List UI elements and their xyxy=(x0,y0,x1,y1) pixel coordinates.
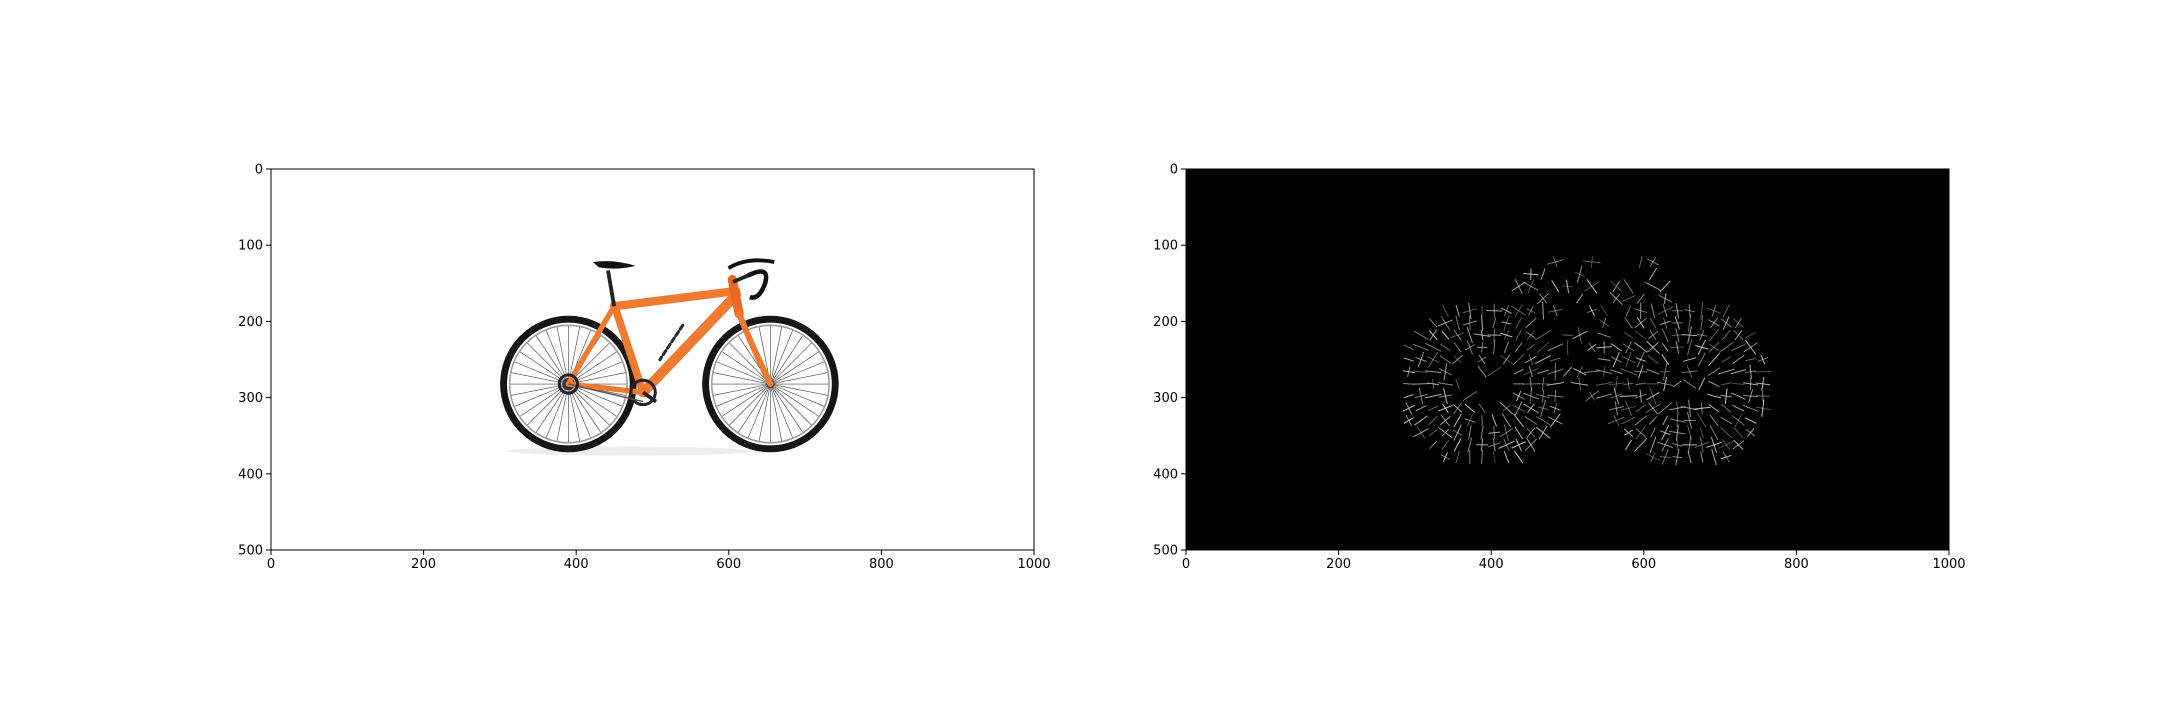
right-y-tick-label: 0 xyxy=(1170,163,1178,178)
left-y-tick-label: 400 xyxy=(238,467,263,482)
left-x-tick-label: 0 xyxy=(267,557,275,572)
right-x-tick-label: 400 xyxy=(1479,557,1504,572)
saddle xyxy=(592,261,636,269)
left-x-tick-label: 1000 xyxy=(1017,557,1050,572)
right-y-tick-label: 500 xyxy=(1153,544,1178,559)
handlebar xyxy=(746,269,769,300)
right-x-tick-label: 800 xyxy=(1784,557,1809,572)
left-y-tick-label: 0 xyxy=(255,163,263,178)
left-y-tick-label: 300 xyxy=(238,391,263,406)
right-axes-frame xyxy=(1185,168,1950,551)
left-x-tick-label: 200 xyxy=(411,557,436,572)
right-y-tick-label: 200 xyxy=(1153,315,1178,330)
original-image-panel: 0 200 400 600 800 1000 0 100 200 300 400 500 xyxy=(238,163,1050,573)
right-y-tick-label: 400 xyxy=(1153,467,1178,482)
chainring xyxy=(629,378,657,407)
right-y-tick-label: 100 xyxy=(1153,239,1178,254)
original-image-background xyxy=(271,169,1034,550)
hog-image-background xyxy=(1186,169,1949,550)
right-x-tick-label: 1000 xyxy=(1932,557,1965,572)
hog-gradient-strokes xyxy=(1402,255,1772,466)
left-y-tick-label: 100 xyxy=(238,239,263,254)
left-x-tick-label: 600 xyxy=(716,557,741,572)
right-y-axis: 0 100 200 300 400 500 xyxy=(1153,163,1186,559)
left-y-tick-label: 500 xyxy=(238,544,263,559)
left-x-axis: 0 200 400 600 800 1000 xyxy=(267,550,1051,572)
front-wheel xyxy=(702,315,839,453)
right-y-tick-label: 300 xyxy=(1153,391,1178,406)
left-x-tick-label: 800 xyxy=(869,557,894,572)
left-y-axis: 0 100 200 300 400 500 xyxy=(238,163,271,559)
left-y-tick-label: 200 xyxy=(238,315,263,330)
bicycle-frame xyxy=(565,274,774,398)
left-x-tick-label: 400 xyxy=(564,557,589,572)
right-x-tick-label: 0 xyxy=(1182,557,1190,572)
bicycle-image xyxy=(500,258,839,456)
hog-image-panel: 0 200 400 600 800 1000 0 100 200 300 400 500 xyxy=(1153,163,1965,573)
right-x-tick-label: 600 xyxy=(1631,557,1656,572)
right-x-axis: 0 200 400 600 800 1000 xyxy=(1182,550,1966,572)
right-x-tick-label: 200 xyxy=(1326,557,1351,572)
left-axes-frame xyxy=(270,168,1035,551)
